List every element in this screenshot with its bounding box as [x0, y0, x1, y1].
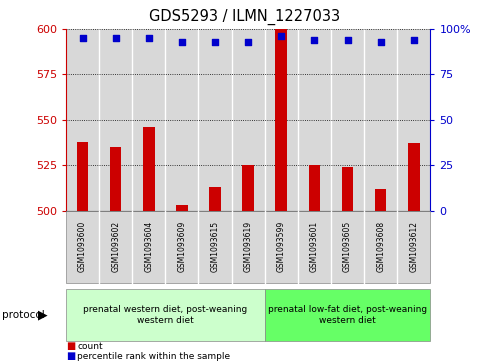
Point — [244, 39, 252, 45]
Text: percentile rank within the sample: percentile rank within the sample — [77, 352, 230, 361]
Bar — [110, 147, 121, 211]
Text: GSM1093599: GSM1093599 — [276, 221, 285, 273]
Text: ■: ■ — [66, 351, 75, 361]
Bar — [297, 29, 330, 211]
Text: protocol: protocol — [2, 310, 45, 320]
Bar — [407, 143, 419, 211]
Bar — [198, 29, 231, 211]
Bar — [242, 165, 253, 211]
Bar — [77, 142, 88, 211]
Point — [178, 39, 185, 45]
Bar — [330, 29, 364, 211]
Bar — [99, 29, 132, 211]
Point — [211, 39, 219, 45]
Point — [79, 35, 86, 41]
Bar — [132, 29, 165, 211]
Bar — [176, 205, 187, 211]
Bar — [396, 29, 429, 211]
Text: GSM1093615: GSM1093615 — [210, 221, 219, 272]
Text: GSM1093602: GSM1093602 — [111, 221, 120, 272]
Text: prenatal low-fat diet, post-weaning
western diet: prenatal low-fat diet, post-weaning west… — [267, 305, 426, 325]
Point — [376, 39, 384, 45]
Bar — [66, 29, 99, 211]
Text: GSM1093604: GSM1093604 — [144, 221, 153, 273]
Bar — [231, 29, 264, 211]
Text: GSM1093608: GSM1093608 — [375, 221, 385, 272]
Text: GSM1093619: GSM1093619 — [243, 221, 252, 272]
Point — [144, 35, 152, 41]
Bar — [264, 29, 297, 211]
Text: ■: ■ — [66, 341, 75, 351]
Bar — [308, 165, 320, 211]
Text: prenatal western diet, post-weaning
western diet: prenatal western diet, post-weaning west… — [83, 305, 247, 325]
Point — [277, 33, 285, 39]
Text: GDS5293 / ILMN_1227033: GDS5293 / ILMN_1227033 — [149, 9, 339, 25]
Bar — [142, 127, 154, 211]
Bar — [275, 29, 286, 211]
Point — [112, 35, 120, 41]
Bar — [341, 167, 353, 211]
Point — [409, 37, 417, 43]
Point — [343, 37, 351, 43]
Text: ▶: ▶ — [38, 309, 48, 321]
Bar — [374, 189, 386, 211]
Text: GSM1093605: GSM1093605 — [342, 221, 351, 273]
Text: GSM1093612: GSM1093612 — [408, 221, 417, 272]
Text: count: count — [77, 342, 102, 351]
Bar — [209, 187, 221, 211]
Bar — [165, 29, 198, 211]
Point — [310, 37, 318, 43]
Text: GSM1093600: GSM1093600 — [78, 221, 87, 273]
Bar — [364, 29, 396, 211]
Text: GSM1093601: GSM1093601 — [309, 221, 318, 272]
Text: GSM1093609: GSM1093609 — [177, 221, 186, 273]
